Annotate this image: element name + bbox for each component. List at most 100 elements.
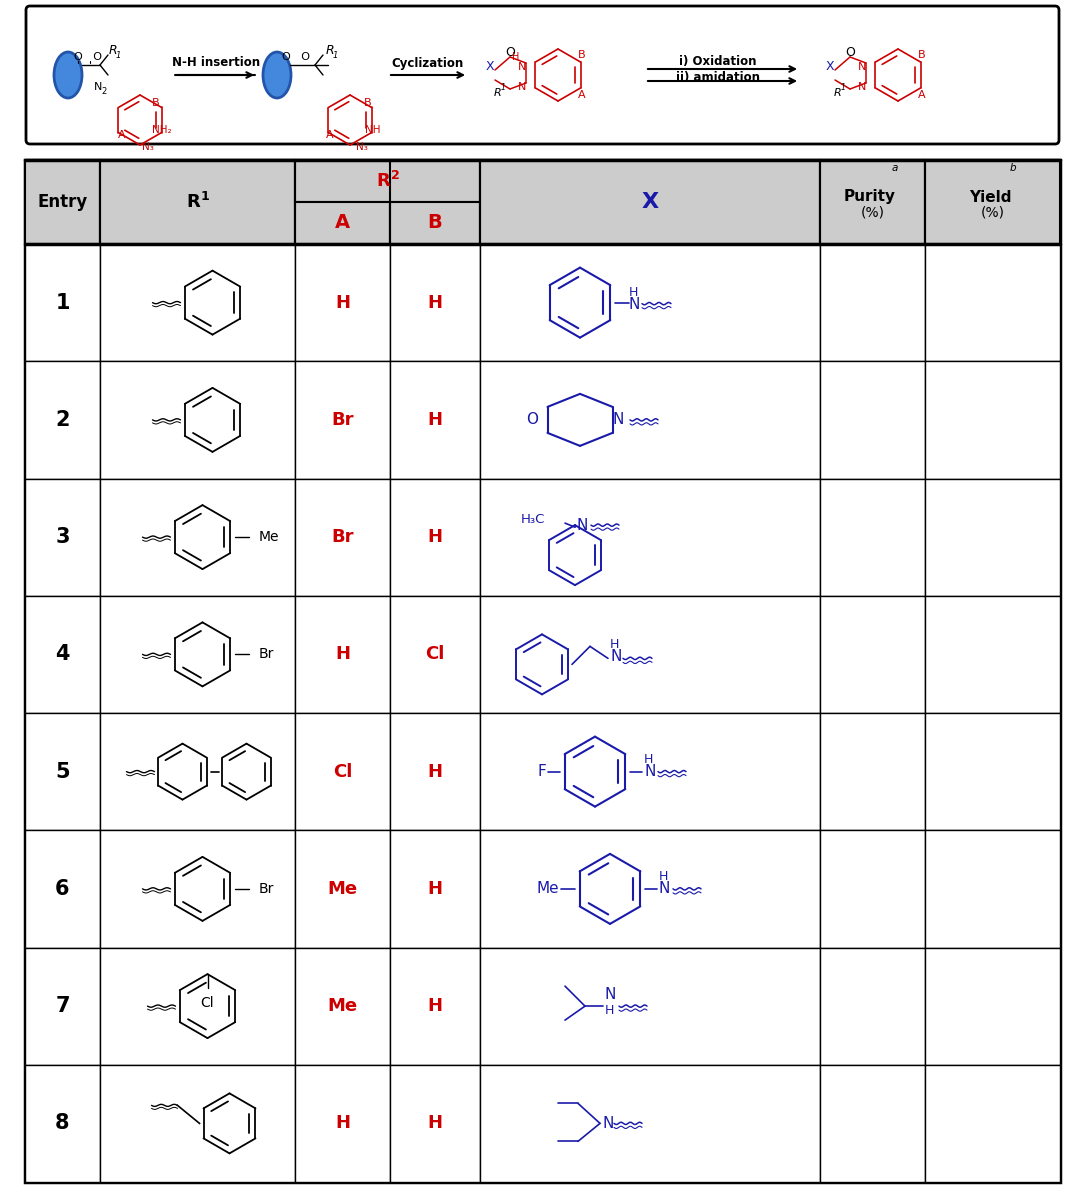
Bar <box>820 831 926 948</box>
Bar <box>295 948 390 1064</box>
Text: 1: 1 <box>500 83 506 93</box>
Bar <box>480 831 820 948</box>
Bar <box>820 160 926 244</box>
Bar <box>390 478 480 596</box>
Text: 2: 2 <box>55 410 69 430</box>
Text: N₃: N₃ <box>142 142 154 153</box>
Text: Me: Me <box>258 530 279 544</box>
Bar <box>25 244 100 361</box>
Text: 3: 3 <box>55 527 69 547</box>
Bar <box>480 596 820 713</box>
Text: R: R <box>494 88 502 98</box>
Bar <box>100 596 295 713</box>
Text: 2: 2 <box>101 87 106 97</box>
Bar <box>25 160 1060 1182</box>
Bar <box>480 1064 820 1182</box>
Text: F: F <box>537 764 546 780</box>
Bar <box>390 1064 480 1182</box>
Text: 7: 7 <box>55 997 69 1016</box>
Bar <box>926 160 1060 244</box>
Bar <box>100 713 295 831</box>
Bar <box>25 831 100 948</box>
Bar <box>390 831 480 948</box>
Text: $\mathbf{R^1}$: $\mathbf{R^1}$ <box>186 192 209 212</box>
Text: B: B <box>918 50 926 60</box>
Text: H: H <box>512 52 520 62</box>
Bar <box>295 478 390 596</box>
Bar <box>926 948 1060 1064</box>
Text: N: N <box>629 297 640 312</box>
Text: N: N <box>518 62 526 72</box>
Text: 1: 1 <box>55 292 69 312</box>
Text: 4: 4 <box>55 645 69 664</box>
Bar <box>480 948 820 1064</box>
Text: N-H insertion: N-H insertion <box>171 56 260 69</box>
Text: Br: Br <box>258 882 273 896</box>
Text: H: H <box>335 1115 350 1132</box>
Bar <box>480 244 820 361</box>
Text: N: N <box>644 764 655 780</box>
Bar <box>926 244 1060 361</box>
Text: A: A <box>335 213 350 232</box>
Text: B: B <box>427 213 443 232</box>
Text: R: R <box>108 44 117 57</box>
Text: Entry: Entry <box>37 193 88 211</box>
Text: 1: 1 <box>841 83 845 93</box>
Bar <box>295 201 390 244</box>
Bar <box>25 160 100 244</box>
Text: N₃: N₃ <box>356 142 368 153</box>
Text: Br: Br <box>258 647 273 662</box>
Text: H: H <box>427 293 443 311</box>
Bar <box>820 1064 926 1182</box>
Text: H: H <box>427 528 443 546</box>
Bar <box>926 1064 1060 1182</box>
Text: Cl: Cl <box>333 763 353 781</box>
Text: Cl: Cl <box>425 645 445 664</box>
Bar <box>25 361 100 478</box>
Text: N: N <box>602 1116 613 1131</box>
Text: Br: Br <box>331 528 354 546</box>
Bar <box>25 948 100 1064</box>
Text: H: H <box>335 293 350 311</box>
Bar <box>295 713 390 831</box>
Text: 6: 6 <box>55 879 69 899</box>
Bar <box>295 160 480 201</box>
Bar <box>390 201 480 244</box>
Text: B: B <box>152 98 159 108</box>
Text: N: N <box>93 82 102 92</box>
Text: H: H <box>427 998 443 1016</box>
Bar <box>390 244 480 361</box>
Text: H: H <box>427 411 443 429</box>
Text: 8: 8 <box>55 1113 69 1134</box>
Bar <box>100 831 295 948</box>
Text: Me: Me <box>536 881 559 896</box>
Bar <box>480 713 820 831</box>
Text: H: H <box>610 638 620 651</box>
Bar <box>100 244 295 361</box>
Ellipse shape <box>263 52 291 98</box>
Bar <box>25 596 100 713</box>
Text: Cyclization: Cyclization <box>392 56 464 69</box>
Bar <box>926 596 1060 713</box>
Text: a: a <box>891 163 897 173</box>
Text: H: H <box>659 870 668 883</box>
Text: N: N <box>858 62 866 72</box>
Bar <box>820 361 926 478</box>
Text: A: A <box>918 91 926 100</box>
Bar <box>100 1064 295 1182</box>
Bar <box>100 361 295 478</box>
Bar <box>820 244 926 361</box>
Text: O: O <box>505 46 515 60</box>
Text: Me: Me <box>328 998 358 1016</box>
Text: O: O <box>526 412 538 428</box>
Bar <box>390 948 480 1064</box>
Text: b: b <box>1009 163 1016 173</box>
Bar <box>100 478 295 596</box>
Bar <box>480 160 820 244</box>
Bar <box>25 713 100 831</box>
Text: 5: 5 <box>55 762 69 782</box>
Text: N: N <box>518 82 526 92</box>
Text: H: H <box>605 1004 614 1017</box>
Text: NH: NH <box>366 125 381 135</box>
Bar <box>820 478 926 596</box>
